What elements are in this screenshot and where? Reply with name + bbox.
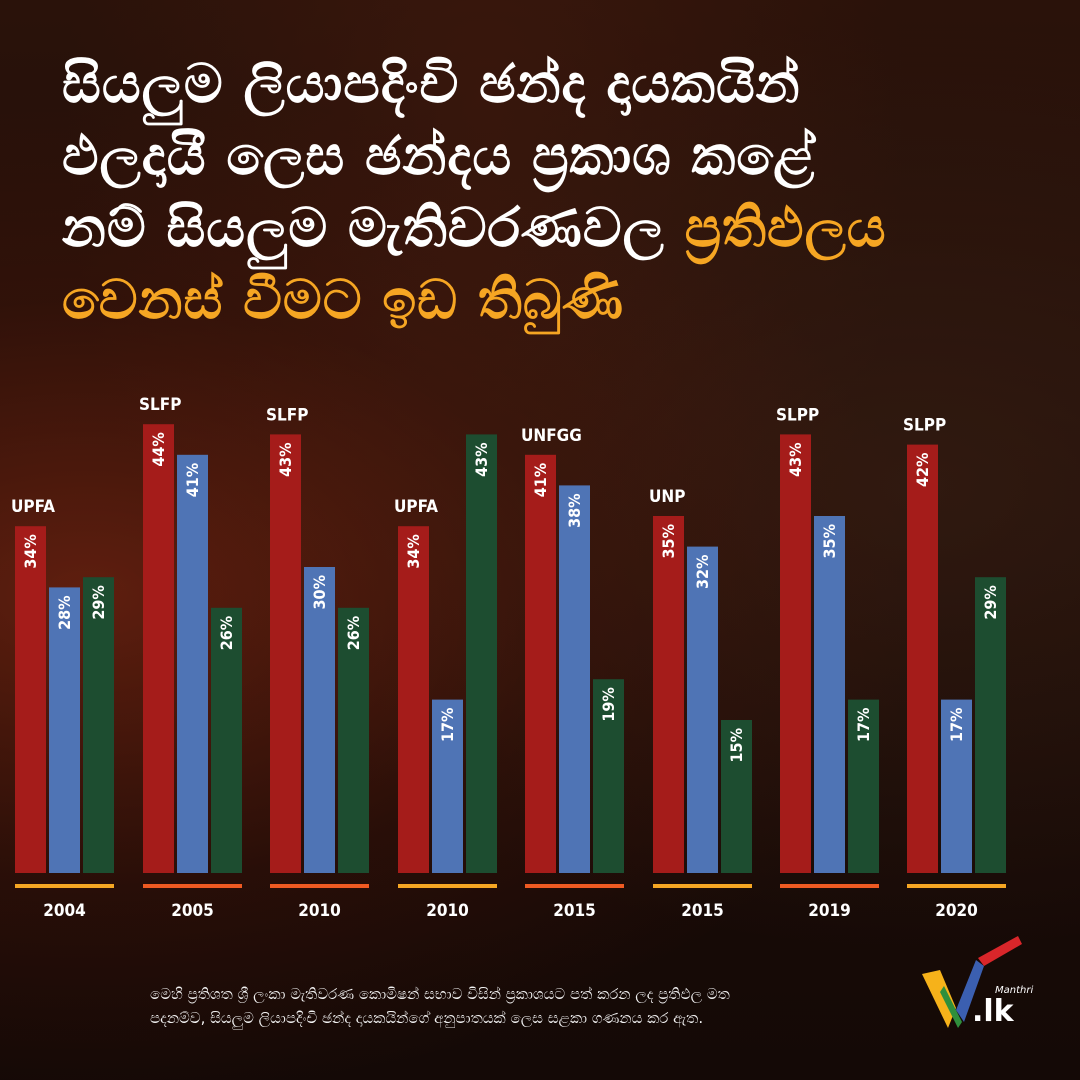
footnote-line-1: මෙහි ප්‍රතිශත ශ්‍රී ලංකා මැතිවරණ කොමිෂන්… <box>150 985 730 1003</box>
red-bar <box>525 454 556 873</box>
bar-value-label: 19% <box>599 687 618 721</box>
bar-chart: 34% 28% 29% UPFA 2004 44% 41% 26% SLFP 2005 43% 30%… <box>11 395 1006 921</box>
bar-group-5: 41% 38% 19% UNFGG 2015 <box>521 426 624 921</box>
bar-value-label: 29% <box>89 585 108 619</box>
bar-value-label: 34% <box>21 534 40 568</box>
red-bar <box>780 434 811 873</box>
year-label: 2015 <box>681 901 724 921</box>
bar-value-label: 41% <box>183 463 202 497</box>
winner-label: UPFA <box>394 497 438 517</box>
year-underline <box>653 884 752 888</box>
red-bar <box>398 526 429 873</box>
green-bar <box>848 699 879 873</box>
bar-group-2: 44% 41% 26% SLFP 2005 <box>139 395 242 921</box>
bar-group-7: 43% 35% 17% SLPP 2019 <box>776 405 879 921</box>
green-bar <box>83 577 114 873</box>
year-underline <box>525 884 624 888</box>
headline-line-3: නම් සියලුම මැතිවරණවල <box>62 196 685 259</box>
bar-value-label: 34% <box>404 534 423 568</box>
year-underline <box>143 884 242 888</box>
red-bar <box>907 444 938 873</box>
year-label: 2005 <box>171 901 214 921</box>
bar-group-3: 43% 30% 26% SLFP 2010 <box>266 405 369 921</box>
footnote-line-2: පදනම්ව, සියලුම ලියාපදිංචි ඡන්ද දායකයින්ග… <box>150 1009 704 1027</box>
bar-group-4: 34% 17% 43% UPFA 2010 <box>394 434 497 921</box>
blue-bar <box>687 546 718 873</box>
headline-highlight-2: වෙනස් වීමට ඉඩ තිබුණි <box>62 268 625 331</box>
bar-value-label: 17% <box>854 708 873 742</box>
green-bar <box>593 679 624 873</box>
year-underline <box>780 884 879 888</box>
headline-line-1: සියලුම ලියාපදිංචි ඡන්ද දායකයින් <box>62 52 801 115</box>
winner-label: SLPP <box>776 405 819 425</box>
year-label: 2010 <box>298 901 341 921</box>
blue-bar <box>304 567 335 873</box>
winner-label: UNFGG <box>521 426 582 446</box>
green-bar <box>466 434 497 873</box>
bar-value-label: 35% <box>820 524 839 558</box>
year-label: 2020 <box>935 901 978 921</box>
bar-value-label: 43% <box>786 442 805 476</box>
red-bar <box>653 516 684 873</box>
logo-small-text: Manthri <box>995 985 1034 996</box>
bar-value-label: 43% <box>472 442 491 476</box>
red-bar <box>143 424 174 873</box>
winner-label: UNP <box>649 487 685 507</box>
winner-label: UPFA <box>11 497 55 517</box>
winner-label: SLPP <box>903 416 946 436</box>
year-underline <box>15 884 114 888</box>
red-bar <box>270 434 301 873</box>
blue-bar <box>432 699 463 873</box>
year-label: 2004 <box>43 901 86 921</box>
bar-value-label: 26% <box>344 616 363 650</box>
year-label: 2015 <box>553 901 596 921</box>
headline: සියලුම ලියාපදිංචි ඡන්ද දායකයින් ඵලදායී ල… <box>62 48 1022 336</box>
headline-highlight-1: ප්‍රතිඵලය <box>684 196 887 259</box>
year-label: 2019 <box>808 901 851 921</box>
bar-value-label: 26% <box>217 616 236 650</box>
bar-value-label: 44% <box>149 432 168 466</box>
bar-value-label: 42% <box>913 453 932 487</box>
bar-value-label: 38% <box>565 493 584 527</box>
blue-bar <box>177 454 208 873</box>
bar-value-label: 35% <box>659 524 678 558</box>
bar-value-label: 41% <box>531 463 550 497</box>
blue-bar <box>814 516 845 873</box>
blue-bar <box>49 587 80 873</box>
bar-group-1: 34% 28% 29% UPFA 2004 <box>11 497 114 921</box>
green-bar <box>338 607 369 873</box>
bar-value-label: 15% <box>727 728 746 762</box>
logo-main-text: .lk <box>972 994 1014 1029</box>
blue-bar <box>941 699 972 873</box>
green-bar <box>975 577 1006 873</box>
bar-value-label: 30% <box>310 575 329 609</box>
bar-value-label: 32% <box>693 555 712 589</box>
winner-label: SLFP <box>266 405 308 425</box>
bar-group-8: 42% 17% 29% SLPP 2020 <box>903 416 1006 921</box>
bar-value-label: 28% <box>55 595 74 629</box>
bar-value-label: 43% <box>276 442 295 476</box>
bar-group-6: 35% 32% 15% UNP 2015 <box>649 487 752 921</box>
red-bar <box>15 526 46 873</box>
green-bar <box>211 607 242 873</box>
blue-bar <box>559 485 590 873</box>
headline-line-2: ඵලදායී ලෙස ඡන්දය ප්‍රකාශ කළේ <box>62 124 816 187</box>
footnote: මෙහි ප්‍රතිශත ශ්‍රී ලංකා මැතිවරණ කොමිෂන්… <box>150 982 870 1030</box>
manthri-logo-icon <box>922 936 1022 1028</box>
bar-value-label: 17% <box>947 708 966 742</box>
year-label: 2010 <box>426 901 469 921</box>
winner-label: SLFP <box>139 395 181 415</box>
bar-value-label: 17% <box>438 708 457 742</box>
year-underline <box>270 884 369 888</box>
year-underline <box>398 884 497 888</box>
year-underline <box>907 884 1006 888</box>
bar-value-label: 29% <box>981 585 1000 619</box>
green-bar <box>721 720 752 873</box>
